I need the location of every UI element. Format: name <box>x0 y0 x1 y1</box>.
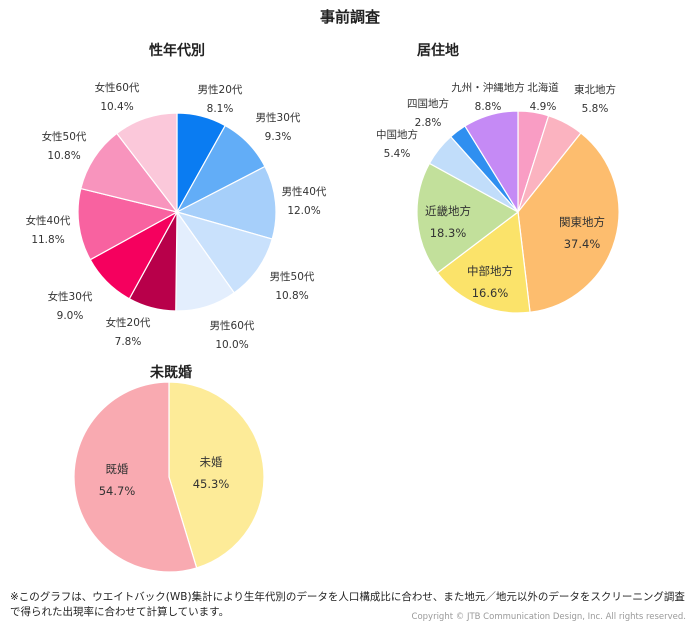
pie-label-value: 37.4% <box>563 237 601 251</box>
pie-label: 北海道 4.9% <box>527 79 559 117</box>
pie-label-value: 54.7% <box>98 484 136 498</box>
pie-slice <box>168 381 265 569</box>
pie-label-value: 16.6% <box>471 286 509 300</box>
page-title: 事前調査 <box>319 8 380 26</box>
pie-label: 女性50代 10.8% <box>42 128 87 166</box>
pie-slice <box>175 210 273 294</box>
pie-label: 四国地方 2.8% <box>407 95 449 133</box>
pie-label: 男性20代 8.1% <box>198 81 243 119</box>
pie-label: 男性40代 12.0% <box>282 183 327 221</box>
pie-slice <box>175 165 277 240</box>
pie-age-gender <box>77 112 277 312</box>
pie-slice <box>115 112 178 214</box>
pie-slice <box>464 110 519 215</box>
pie-label-category: 女性50代 <box>41 131 87 143</box>
chart-title-age-gender: 性年代別 <box>149 43 205 59</box>
pie-label-value: 8.8% <box>474 101 502 113</box>
pie-label-category: 女性40代 <box>25 215 71 227</box>
pie-slice <box>517 132 620 313</box>
pie-label-value: 8.1% <box>206 103 234 115</box>
pie-label: 関東地方 37.4% <box>559 211 605 255</box>
pie-label-category: 男性20代 <box>197 84 243 96</box>
pie-label-value: 10.8% <box>275 290 309 302</box>
pie-slice <box>80 132 179 213</box>
pie-label: 既婚 54.7% <box>99 458 136 502</box>
pie-label-value: 10.0% <box>215 339 249 351</box>
pie-label-value: 9.3% <box>264 131 292 143</box>
pie-label: 女性20代 7.8% <box>106 314 151 352</box>
pie-label-category: 九州・沖縄地方 <box>451 82 525 94</box>
pie-label: 男性60代 10.0% <box>210 317 255 355</box>
pie-label: 女性40代 11.8% <box>26 212 71 250</box>
pie-label-category: 男性30代 <box>255 112 301 124</box>
chart-title-residence: 居住地 <box>417 43 459 59</box>
pie-label-value: 5.4% <box>383 148 411 160</box>
pie-label-category: 女性60代 <box>94 82 140 94</box>
pie-label: 男性50代 10.8% <box>270 268 315 306</box>
chart-title-marital: 未既婚 <box>150 365 192 381</box>
pie-label-category: 男性50代 <box>269 271 315 283</box>
pie-label-category: 近畿地方 <box>425 204 471 218</box>
pie-label: 未婚 45.3% <box>193 451 230 495</box>
pie-label-value: 7.8% <box>114 336 142 348</box>
pie-label-category: 関東地方 <box>559 215 605 229</box>
pie-label-value: 11.8% <box>31 234 65 246</box>
pie-label: 中国地方 5.4% <box>376 126 418 164</box>
copyright: Copyright © JTB Communication Design, In… <box>411 612 686 622</box>
pie-label-value: 18.3% <box>429 226 467 240</box>
pie-marital <box>73 381 265 573</box>
pie-label: 九州・沖縄地方 8.8% <box>451 79 525 117</box>
pie-label-category: 女性20代 <box>105 317 151 329</box>
pie-label-value: 4.9% <box>529 101 557 113</box>
pie-label-category: 男性60代 <box>209 320 255 332</box>
pie-label: 男性30代 9.3% <box>256 109 301 147</box>
pie-label-value: 10.4% <box>100 101 134 113</box>
pie-label: 東北地方 5.8% <box>574 81 616 119</box>
pie-label-value: 5.8% <box>581 103 609 115</box>
pie-label: 中部地方 16.6% <box>467 260 513 304</box>
pie-label-category: 四国地方 <box>407 98 449 110</box>
pie-label: 女性60代 10.4% <box>95 79 140 117</box>
pie-slice <box>436 210 531 314</box>
pie-slice <box>73 381 198 573</box>
pie-label-value: 2.8% <box>414 117 442 129</box>
pie-label-category: 男性40代 <box>281 186 327 198</box>
pie-label-value: 10.8% <box>47 150 81 162</box>
pie-label: 近畿地方 18.3% <box>425 200 471 244</box>
pie-label-category: 女性30代 <box>47 291 93 303</box>
pie-label-category: 中部地方 <box>467 264 513 278</box>
pie-label-category: 既婚 <box>105 462 129 476</box>
pie-label-category: 未婚 <box>199 455 223 469</box>
pie-residence <box>416 110 620 314</box>
pie-label: 女性30代 9.0% <box>48 288 93 326</box>
pie-label-category: 北海道 <box>527 82 559 94</box>
pie-label-value: 9.0% <box>56 310 84 322</box>
pie-label-category: 中国地方 <box>376 129 418 141</box>
footnote: ※このグラフは、ウエイトバック(WB)集計により生年代別のデータを人口構成比に合… <box>10 591 685 618</box>
pie-label-value: 12.0% <box>287 205 321 217</box>
pie-label-category: 東北地方 <box>574 84 616 96</box>
pie-slice <box>416 162 520 274</box>
pie-label-value: 45.3% <box>192 477 230 491</box>
